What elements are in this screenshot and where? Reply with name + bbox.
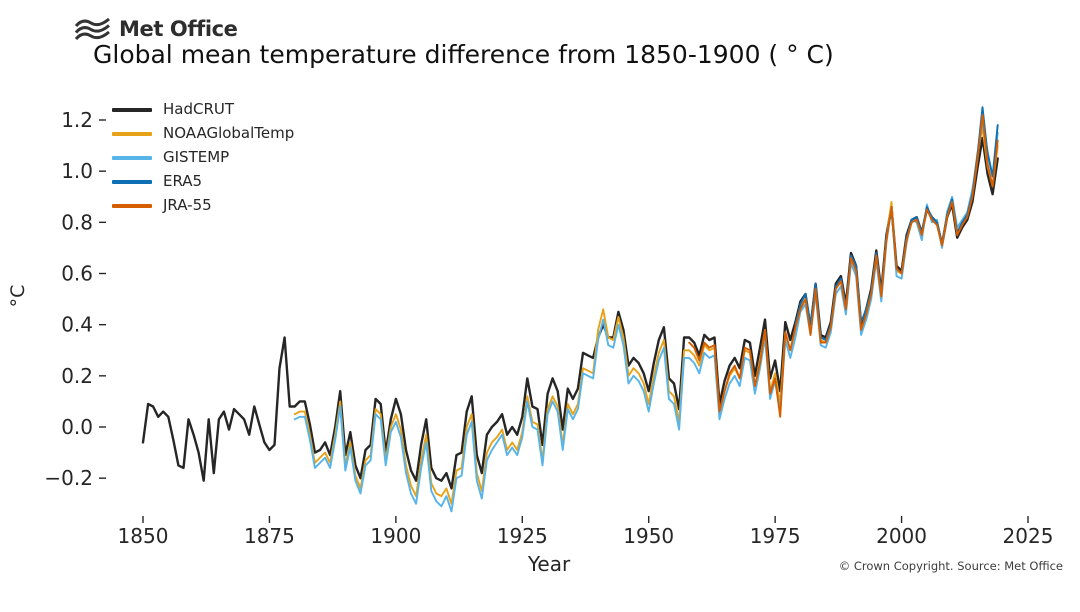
legend-item-ERA5: ERA5 [112,174,294,189]
y-tick-label: 0.4 [61,313,93,337]
copyright-text: © Crown Copyright. Source: Met Office [838,559,1063,573]
y-tick-label: 1.2 [61,108,93,132]
legend-item-NOAAGlobalTemp: NOAAGlobalTemp [112,126,294,141]
x-tick-label: 2000 [876,524,927,548]
legend-item-JRA-55: JRA-55 [112,198,294,213]
y-tick-label: −0.2 [44,466,93,490]
series-line-JRA-55 [688,113,999,418]
met-office-logo: Met Office [74,15,238,43]
x-tick-label: 1900 [370,524,421,548]
x-tick-label: 1925 [497,524,548,548]
y-tick-label: 0.8 [61,210,93,234]
legend-swatch [112,107,152,112]
legend-swatch [112,179,152,184]
y-axis-label: °C [7,284,29,308]
x-tick-label: 1950 [623,524,674,548]
legend-swatch [112,203,152,208]
legend-item-HadCRUT: HadCRUT [112,102,294,117]
series-line-GISTEMP [293,121,999,513]
legend-label: JRA-55 [163,196,212,214]
y-tick-label: 0.6 [61,262,93,286]
x-tick-label: 1875 [244,524,295,548]
logo-text: Met Office [119,17,238,41]
met-office-waves-icon [74,17,110,41]
legend-label: HadCRUT [163,100,235,118]
chart-legend: HadCRUT NOAAGlobalTemp GISTEMP ERA5 JRA-55 [112,102,294,213]
legend-label: GISTEMP [163,148,230,166]
chart-title: Global mean temperature difference from … [93,40,834,69]
legend-swatch [112,155,152,160]
series-line-NOAAGlobalTemp [293,126,999,505]
legend-label: NOAAGlobalTemp [163,124,295,142]
legend-swatch [112,131,152,136]
x-axis-label: Year [527,552,571,576]
legend-item-GISTEMP: GISTEMP [112,150,294,165]
y-tick-label: 1.0 [61,159,93,183]
x-tick-label: 1975 [750,524,801,548]
x-tick-label: 1850 [118,524,169,548]
series-line-ERA5 [794,106,999,341]
legend-label: ERA5 [163,172,203,190]
y-tick-label: 0.2 [61,364,93,388]
y-tick-label: 0.0 [61,415,93,439]
x-tick-label: 2025 [1003,524,1054,548]
